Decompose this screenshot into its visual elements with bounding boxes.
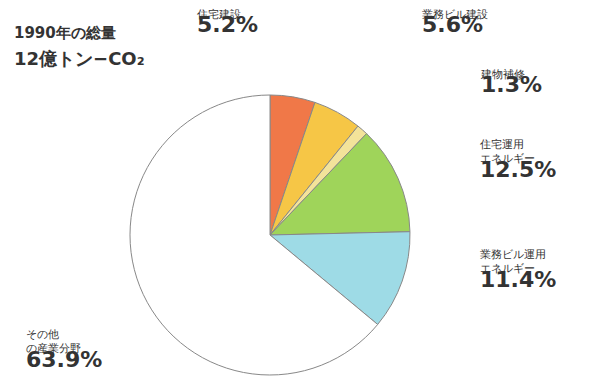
svg-text:業務ビル運用エネルギー11.4%: 業務ビル運用エネルギー11.4% [480,248,556,292]
svg-text:住宅運用エネルギー12.5%: 住宅運用エネルギー12.5% [480,138,556,182]
svg-text:住宅建設5.2%: 住宅建設5.2% [197,8,258,37]
svg-text:業務ビル建設5.6%: 業務ビル建設5.6% [422,8,488,37]
svg-text:建物補修1.3%: 建物補修1.3% [480,68,542,97]
svg-text:その他の産業分野63.9%: その他の産業分野63.9% [26,328,102,372]
svg-text:1990年の総量: 1990年の総量 [14,24,116,42]
svg-text:12億トン−CO₂: 12億トン−CO₂ [14,48,145,69]
